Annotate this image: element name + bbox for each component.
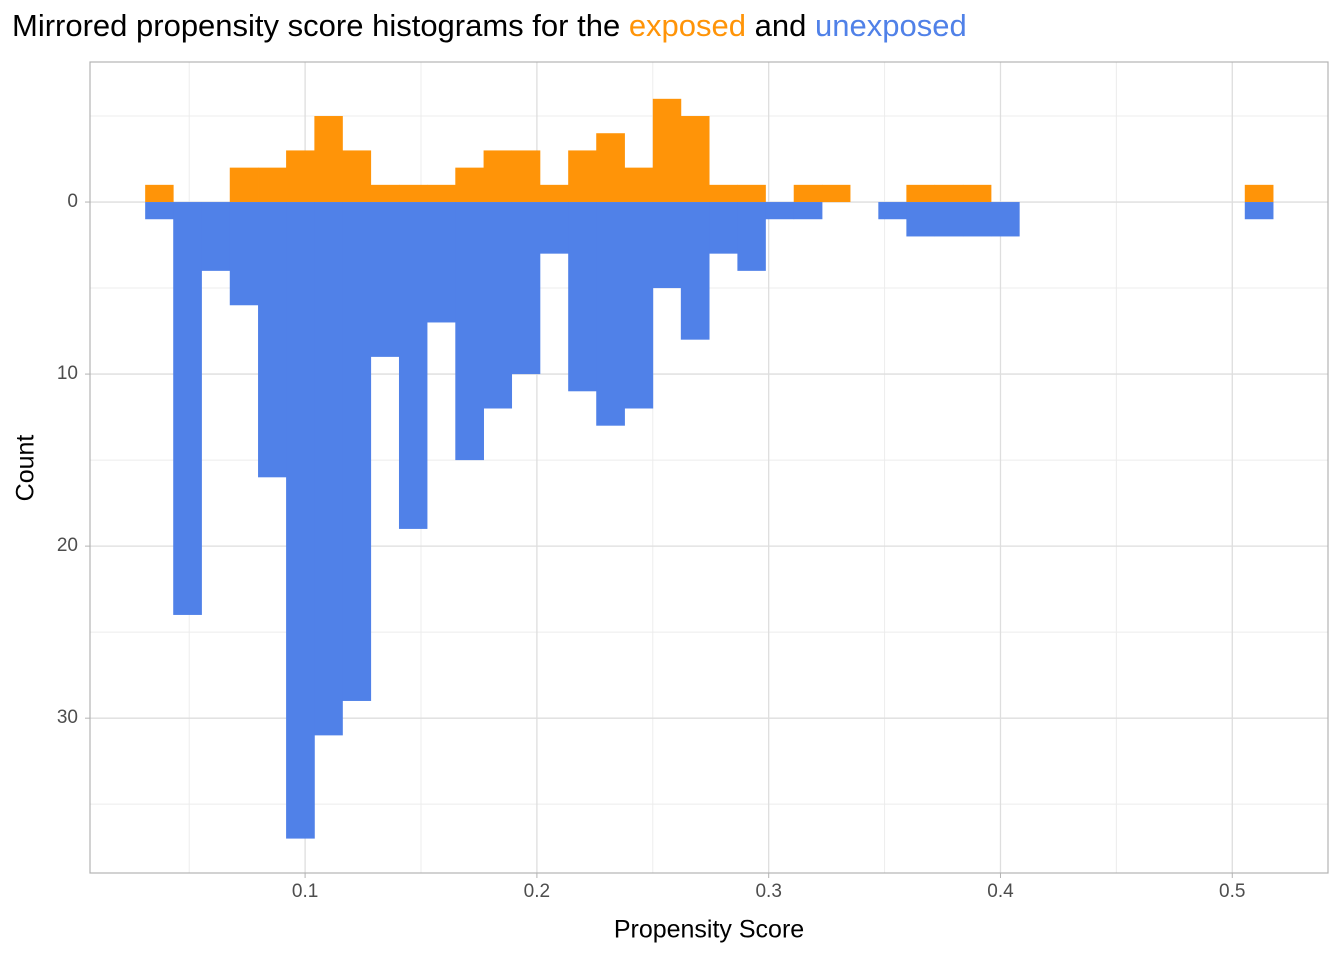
histogram-bar — [596, 202, 625, 426]
histogram-bar — [568, 202, 597, 392]
histogram-bar — [624, 202, 654, 409]
histogram-bar — [173, 202, 202, 615]
histogram-bar — [427, 184, 456, 203]
histogram-bar — [314, 116, 343, 203]
histogram-bar — [793, 184, 823, 203]
histogram-bar — [1244, 184, 1274, 203]
histogram-bar — [229, 167, 259, 203]
histogram-bar — [962, 184, 992, 203]
histogram-bar — [511, 150, 541, 203]
histogram-bar — [737, 202, 766, 271]
histogram-bar — [539, 184, 569, 203]
histogram-bar — [765, 202, 795, 220]
histogram-bar — [821, 184, 851, 203]
x-tick-label: 0.5 — [1219, 881, 1245, 902]
panel-border — [89, 61, 1329, 874]
histogram-bar — [624, 167, 654, 203]
histogram-bar — [990, 202, 1020, 237]
x-tick-label: 0.4 — [987, 881, 1014, 902]
histogram-bar — [455, 202, 484, 461]
histogram-bar — [258, 167, 287, 203]
x-axis-title: Propensity Score — [614, 916, 804, 944]
histogram-bar — [539, 202, 569, 254]
histogram-bar — [511, 202, 541, 375]
histogram-bar — [398, 202, 428, 529]
histogram-bar — [286, 150, 315, 203]
histogram-bar — [286, 202, 315, 839]
x-tick-label: 0.3 — [755, 881, 781, 902]
histogram-bar — [596, 133, 625, 203]
histogram-bar — [314, 202, 343, 736]
histogram-bar — [934, 184, 964, 203]
title-text: and — [754, 8, 807, 43]
histogram-bar — [906, 202, 936, 237]
histogram-bar — [680, 116, 710, 203]
histogram-bar — [229, 202, 259, 306]
y-tick-label: 0 — [67, 191, 78, 212]
histogram-bar — [201, 202, 231, 271]
histogram-bar — [652, 98, 682, 203]
histogram-bar — [737, 184, 766, 203]
x-tick-label: 0.1 — [292, 881, 318, 902]
histogram-bar — [342, 150, 372, 203]
histogram-bar — [1244, 202, 1274, 220]
histogram-bar — [878, 202, 907, 220]
histogram-bar — [370, 202, 400, 357]
histogram-bar — [145, 184, 174, 203]
histogram-bar — [793, 202, 823, 220]
y-tick-label: 10 — [57, 363, 78, 384]
y-tick-label: 20 — [57, 535, 78, 556]
chart-title: Mirrored propensity score histograms for… — [12, 8, 967, 44]
title-text: Mirrored propensity score histograms for… — [12, 8, 621, 43]
histogram-bar — [398, 184, 428, 203]
bars — [145, 98, 1274, 839]
y-tick-label: 30 — [57, 707, 78, 728]
histogram-bar — [258, 202, 287, 478]
histogram-bar — [709, 184, 738, 203]
y-axis-title: Count — [12, 435, 40, 502]
histogram-bar — [342, 202, 372, 701]
title-unexposed: unexposed — [815, 8, 967, 43]
histogram-bar — [934, 202, 964, 237]
histogram-bar — [370, 184, 400, 203]
title-exposed: exposed — [628, 8, 747, 43]
histogram-bar — [962, 202, 992, 237]
histogram-bar — [652, 202, 682, 289]
x-tick-label: 0.2 — [524, 881, 550, 902]
histogram-bar — [483, 150, 513, 203]
histogram-bar — [680, 202, 710, 340]
histogram-bar — [455, 167, 484, 203]
histogram-bar — [906, 184, 936, 203]
histogram-bar — [568, 150, 597, 203]
histogram-bar — [427, 202, 456, 323]
histogram-bar — [145, 202, 174, 220]
histogram-bar — [709, 202, 738, 254]
histogram-bar — [483, 202, 513, 409]
